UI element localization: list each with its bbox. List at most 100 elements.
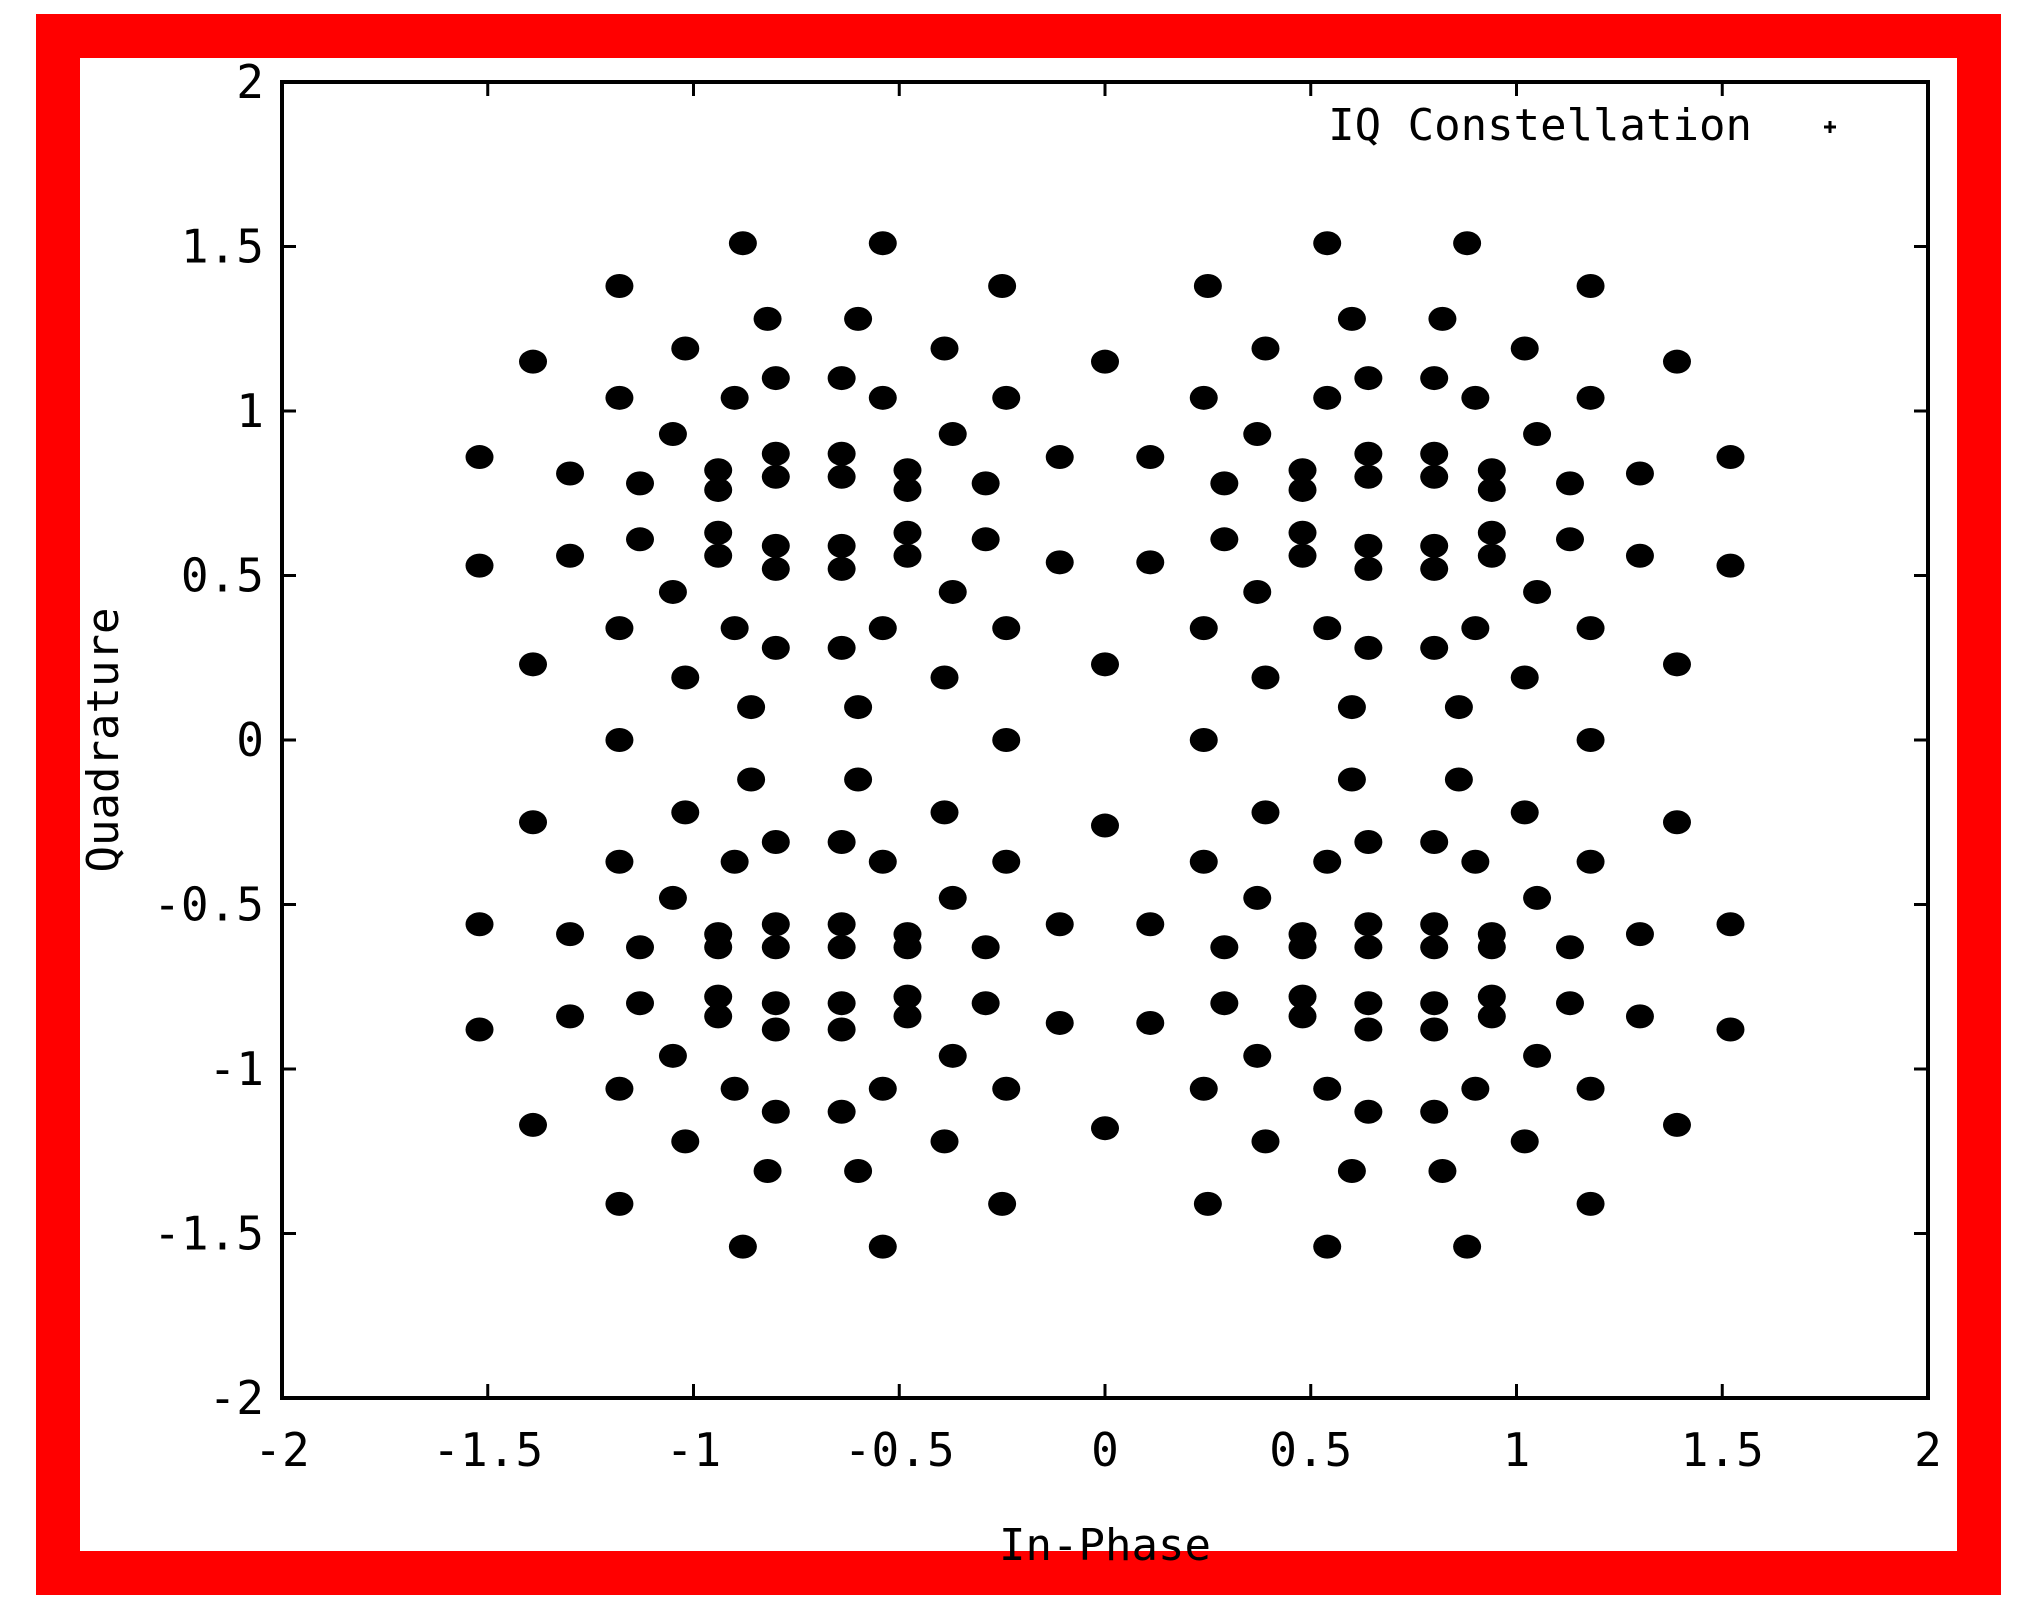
axis-ticks bbox=[280, 80, 1930, 1400]
x-tick-label: 2 bbox=[1914, 1423, 1942, 1477]
scatter-point bbox=[704, 543, 733, 568]
scatter-point bbox=[1354, 635, 1383, 660]
scatter-point bbox=[1420, 464, 1449, 489]
x-tick-label: 1.5 bbox=[1681, 1423, 1764, 1477]
scatter-point bbox=[844, 767, 873, 792]
scatter-point bbox=[720, 385, 749, 410]
scatter-point bbox=[1420, 441, 1449, 466]
x-tick-label: -1 bbox=[666, 1423, 721, 1477]
scatter-point bbox=[930, 1129, 959, 1154]
scatter-point bbox=[893, 477, 922, 502]
scatter-point bbox=[1251, 1129, 1280, 1154]
y-tick-label: 0 bbox=[236, 713, 264, 767]
scatter-point bbox=[827, 635, 856, 660]
scatter-point bbox=[761, 829, 790, 854]
scatter-point bbox=[1243, 579, 1272, 604]
scatter-point bbox=[1510, 1129, 1539, 1154]
scatter-point bbox=[1576, 616, 1605, 641]
scatter-point bbox=[938, 422, 967, 447]
scatter-point bbox=[658, 422, 687, 447]
scatter-point bbox=[1288, 984, 1317, 1009]
scatter-point bbox=[1420, 635, 1449, 660]
scatter-point bbox=[704, 477, 733, 502]
scatter-point bbox=[556, 461, 585, 486]
scatter-point bbox=[827, 912, 856, 937]
scatter-point bbox=[992, 385, 1021, 410]
scatter-point bbox=[761, 935, 790, 960]
scatter-point bbox=[1420, 1099, 1449, 1124]
scatter-point bbox=[720, 849, 749, 874]
x-tick-label: -0.5 bbox=[844, 1423, 955, 1477]
scatter-point bbox=[1555, 935, 1584, 960]
scatter-point bbox=[868, 616, 897, 641]
scatter-point bbox=[761, 464, 790, 489]
scatter-point bbox=[1354, 464, 1383, 489]
scatter-point bbox=[1251, 665, 1280, 690]
x-tick-label: -1.5 bbox=[432, 1423, 543, 1477]
scatter-point bbox=[1428, 306, 1457, 331]
scatter-point bbox=[1045, 445, 1074, 470]
scatter-point bbox=[605, 728, 634, 752]
scatter-point bbox=[1210, 991, 1239, 1016]
scatter-point bbox=[1354, 829, 1383, 854]
scatter-point bbox=[1477, 935, 1506, 960]
scatter-point bbox=[1420, 556, 1449, 581]
y-axis-label: Quadrature bbox=[78, 608, 129, 873]
scatter-point bbox=[1420, 533, 1449, 558]
scatter-point bbox=[556, 543, 585, 568]
scatter-point bbox=[671, 665, 700, 690]
scatter-point bbox=[868, 849, 897, 874]
scatter-point bbox=[605, 1076, 634, 1101]
scatter-point bbox=[1576, 849, 1605, 874]
scatter-point bbox=[704, 935, 733, 960]
scatter-point bbox=[893, 935, 922, 960]
scatter-point bbox=[971, 527, 1000, 552]
scatter-point bbox=[1354, 912, 1383, 937]
x-tick-label: 1 bbox=[1503, 1423, 1531, 1477]
scatter-point bbox=[556, 1004, 585, 1029]
scatter-point bbox=[1576, 1076, 1605, 1101]
scatter-point bbox=[761, 441, 790, 466]
scatter-point bbox=[1189, 728, 1218, 752]
scatter-point bbox=[1243, 885, 1272, 910]
scatter-point bbox=[1210, 527, 1239, 552]
scatter-point bbox=[893, 520, 922, 545]
scatter-point bbox=[1477, 477, 1506, 502]
scatter-point bbox=[1193, 1191, 1222, 1216]
scatter-point bbox=[761, 556, 790, 581]
scatter-point bbox=[1716, 912, 1745, 937]
scatter-point bbox=[827, 991, 856, 1016]
scatter-point bbox=[930, 336, 959, 361]
scatter-point bbox=[1337, 695, 1366, 720]
scatter-point bbox=[1444, 767, 1473, 792]
scatter-point bbox=[988, 273, 1017, 298]
scatter-point bbox=[658, 885, 687, 910]
scatter-point bbox=[988, 1191, 1017, 1216]
scatter-point bbox=[753, 1158, 782, 1183]
scatter-point bbox=[465, 445, 494, 470]
scatter-point bbox=[971, 471, 1000, 496]
scatter-point bbox=[1625, 922, 1654, 947]
tick-labels: -2 -1.5 -1 -0.5 0 0.5 1 1.5 2 -2 -1.5 -1 -0.5 0 0.5 1 1.… bbox=[153, 55, 1942, 1477]
y-tick-label: -2 bbox=[209, 1371, 264, 1425]
scatter-point bbox=[1523, 885, 1552, 910]
scatter-point bbox=[1045, 912, 1074, 937]
scatter-point bbox=[827, 533, 856, 558]
scatter-point bbox=[1662, 652, 1691, 677]
scatter-point bbox=[737, 695, 766, 720]
scatter-point bbox=[1662, 1112, 1691, 1137]
scatter-point bbox=[1354, 935, 1383, 960]
scatter-point bbox=[1243, 1043, 1272, 1068]
scatter-point bbox=[1251, 800, 1280, 825]
scatter-point bbox=[938, 1043, 967, 1068]
scatter-point bbox=[1555, 527, 1584, 552]
scatter-point bbox=[1428, 1158, 1457, 1183]
scatter-point bbox=[1420, 829, 1449, 854]
scatter-point bbox=[1576, 273, 1605, 298]
scatter-point bbox=[1354, 1017, 1383, 1042]
scatter-point bbox=[1313, 385, 1342, 410]
scatter-point bbox=[605, 385, 634, 410]
scatter-point bbox=[1210, 935, 1239, 960]
scatter-point bbox=[1420, 991, 1449, 1016]
scatter-point bbox=[1243, 422, 1272, 447]
